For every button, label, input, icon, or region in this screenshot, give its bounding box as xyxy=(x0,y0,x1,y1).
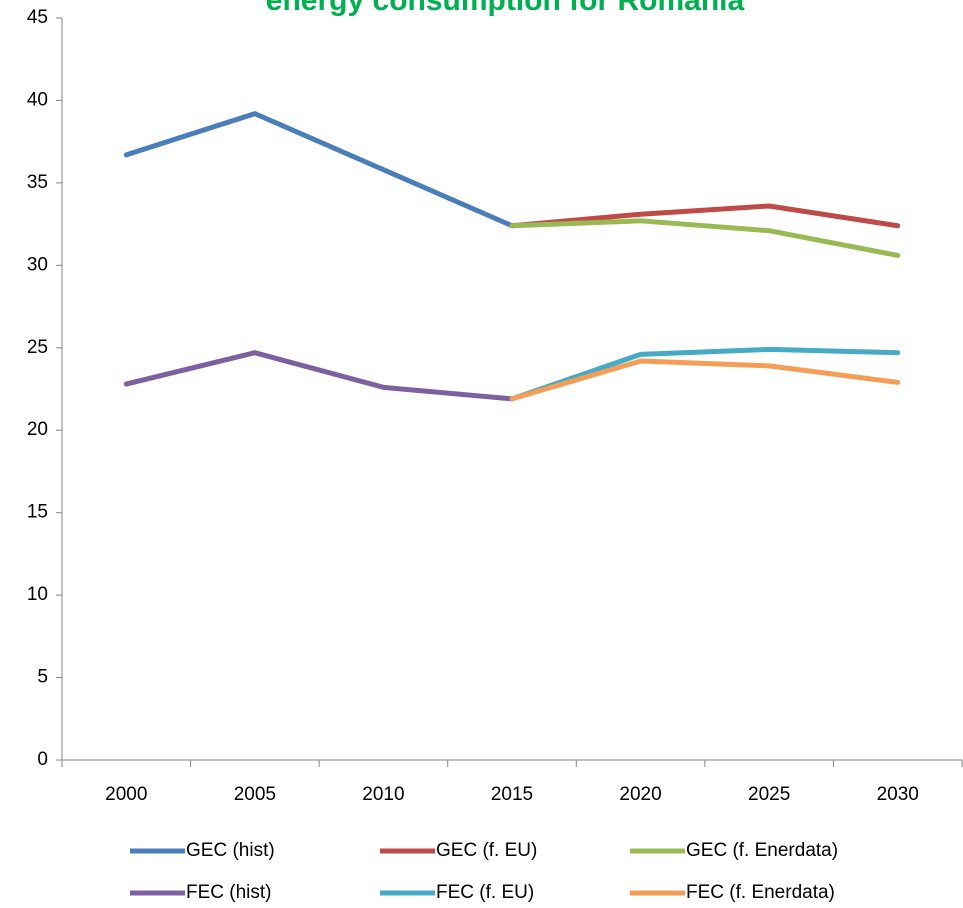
y-tick-label: 15 xyxy=(27,502,48,523)
series-line xyxy=(509,203,901,229)
series-line xyxy=(509,218,901,258)
legend-label: FEC (f. EU) xyxy=(436,882,534,903)
x-tick-label: 2025 xyxy=(748,784,790,805)
legend-label: GEC (hist) xyxy=(186,840,275,861)
series-line xyxy=(123,350,515,402)
y-tick-label: 40 xyxy=(27,89,48,110)
x-tick-label: 2010 xyxy=(362,784,404,805)
series-line xyxy=(123,111,515,229)
legend-label: FEC (f. Enerdata) xyxy=(686,882,835,903)
chart-title: energy consumption for Romania xyxy=(266,0,745,17)
x-tick-label: 2005 xyxy=(234,784,276,805)
y-tick-label: 30 xyxy=(27,254,48,275)
y-tick-label: 45 xyxy=(27,7,48,28)
legend-label: GEC (f. EU) xyxy=(436,840,537,861)
y-tick-label: 0 xyxy=(37,749,48,770)
y-tick-label: 25 xyxy=(27,337,48,358)
y-tick-label: 5 xyxy=(37,667,48,688)
legend-label: FEC (hist) xyxy=(186,882,272,903)
y-tick-label: 35 xyxy=(27,172,48,193)
series-line xyxy=(509,358,901,402)
series-line xyxy=(509,346,901,402)
x-tick-label: 2015 xyxy=(491,784,533,805)
y-tick-label: 20 xyxy=(27,419,48,440)
x-tick-label: 2030 xyxy=(877,784,919,805)
legend-label: GEC (f. Enerdata) xyxy=(686,840,838,861)
x-tick-label: 2020 xyxy=(619,784,661,805)
x-tick-label: 2000 xyxy=(105,784,147,805)
y-tick-label: 10 xyxy=(27,584,48,605)
